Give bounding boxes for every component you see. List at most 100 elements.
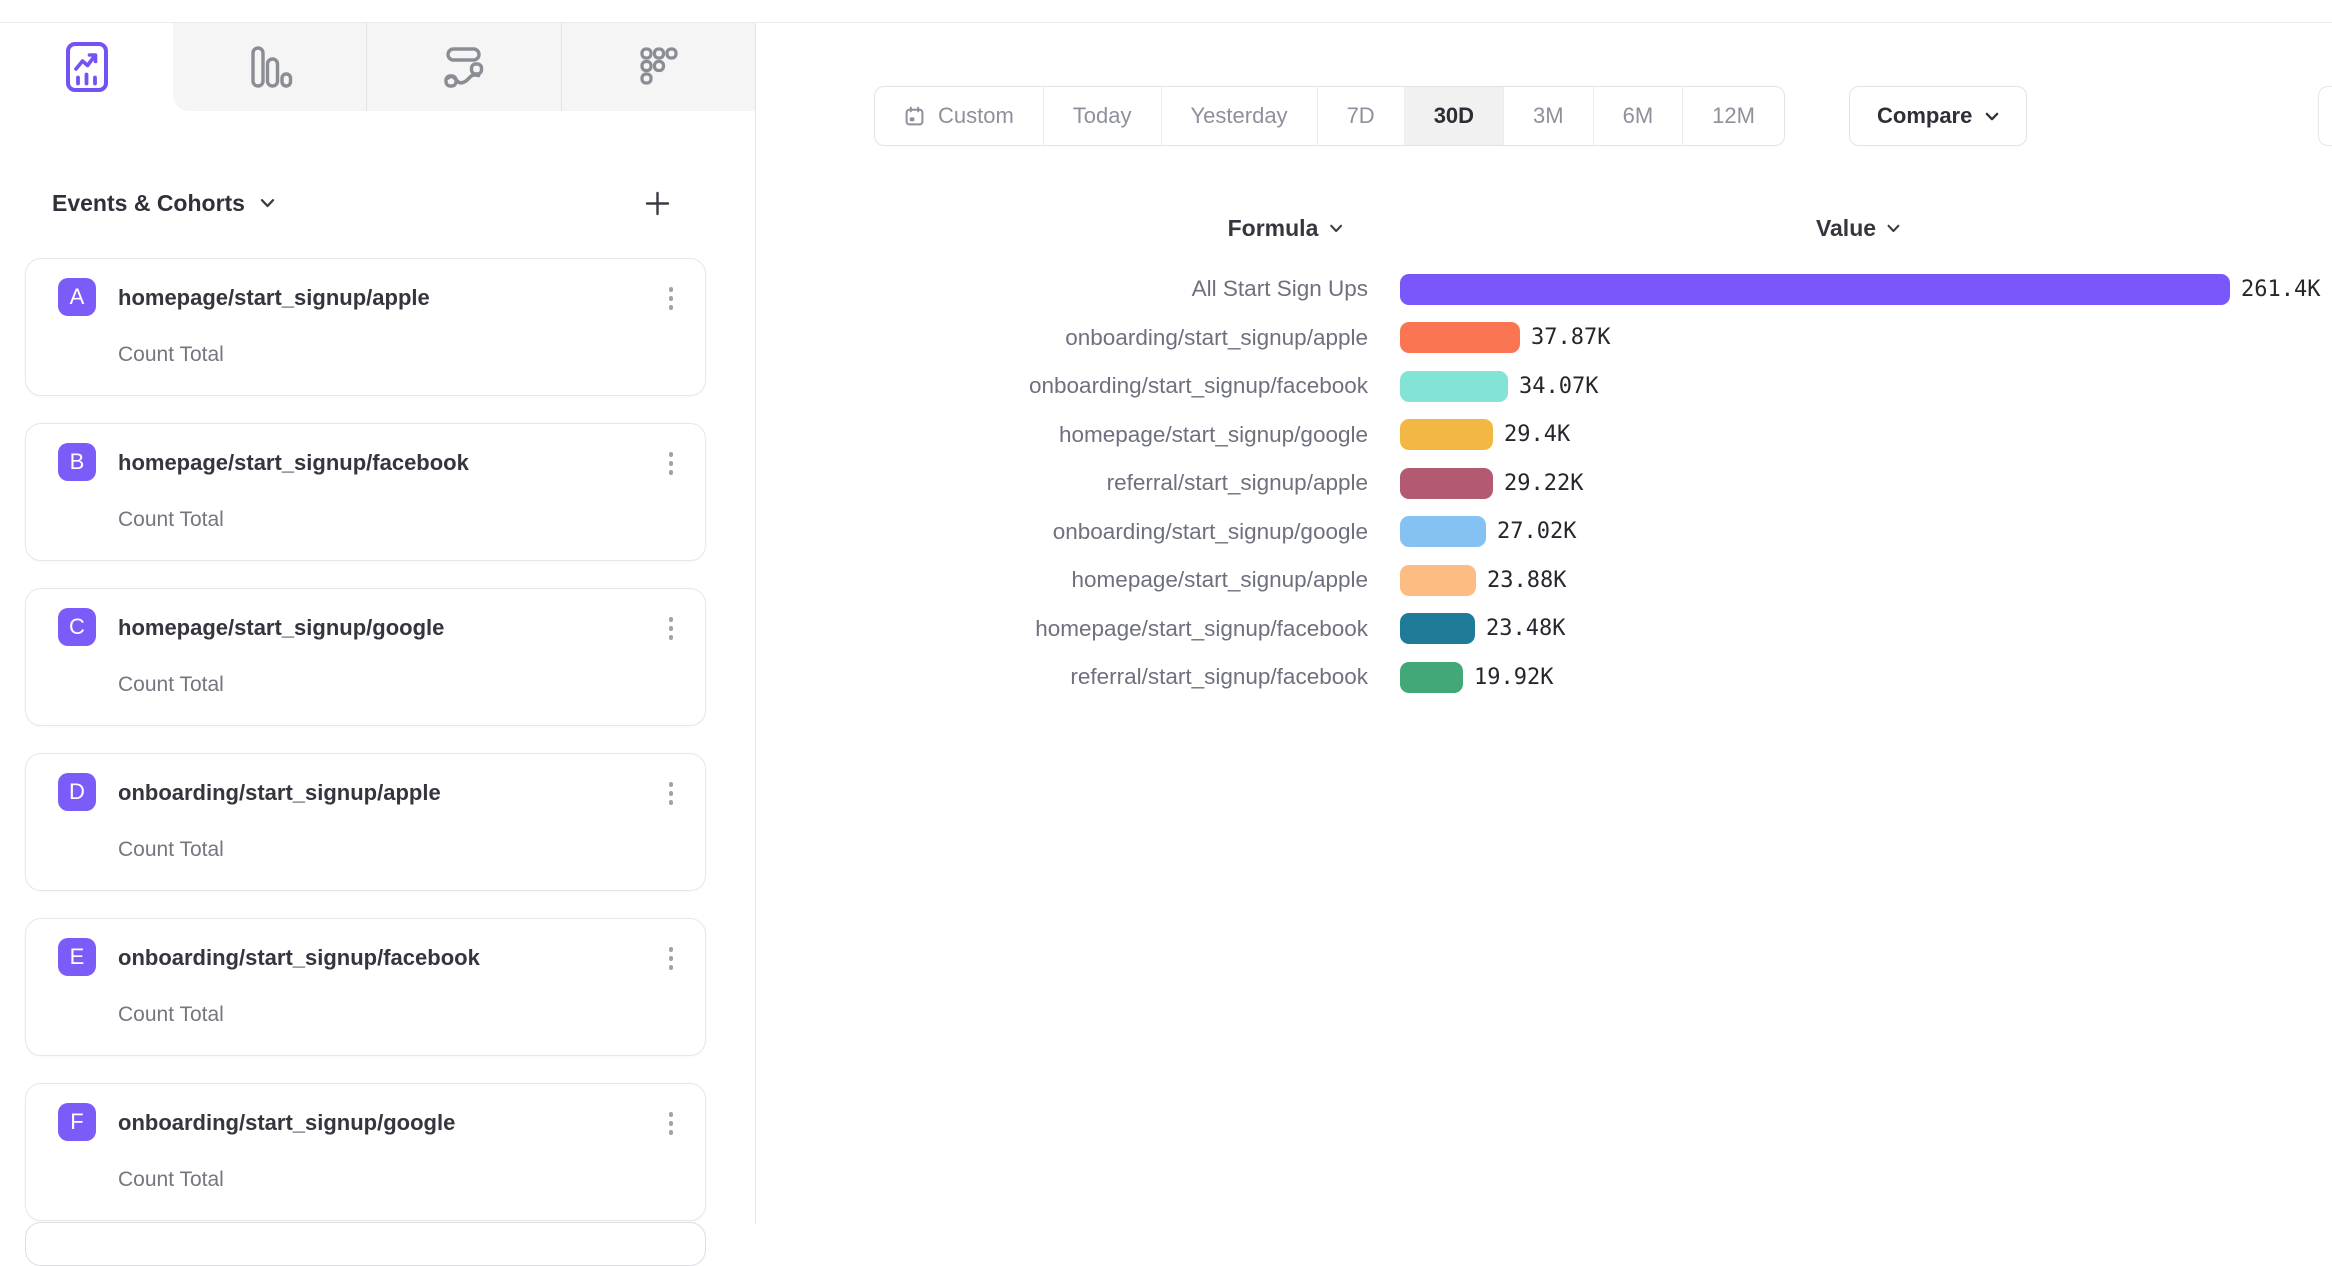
inactive-tabs-strip	[173, 23, 755, 111]
chart-row-label: homepage/start_signup/apple	[1071, 567, 1368, 593]
event-metric: Count Total	[118, 343, 224, 366]
event-options-menu-icon[interactable]	[663, 941, 680, 976]
date-range-6m[interactable]: 6M	[1592, 87, 1683, 145]
event-options-menu-icon[interactable]	[663, 446, 680, 481]
event-letter-badge: C	[58, 608, 96, 646]
chart-bar-value: 19.92K	[1474, 664, 1554, 690]
event-name: onboarding/start_signup/google	[118, 1110, 456, 1135]
chart-bar-value: 27.02K	[1497, 519, 1577, 545]
value-column-header[interactable]: Value	[1816, 215, 1900, 242]
partial-button-right[interactable]	[2318, 86, 2332, 146]
chart-row-label: onboarding/start_signup/apple	[1065, 324, 1368, 350]
chart-bar[interactable]	[1400, 661, 1463, 693]
event-name: homepage/start_signup/google	[118, 615, 445, 640]
event-card-partial[interactable]	[25, 1222, 706, 1266]
chart-bar[interactable]	[1400, 419, 1493, 451]
tab-flows[interactable]	[366, 23, 560, 111]
report-type-tabs	[0, 23, 755, 111]
add-event-button[interactable]	[640, 186, 675, 221]
chart-row: onboarding/start_signup/apple 37.87K	[757, 314, 2332, 363]
date-range-control: Custom Today Yesterday 7D 30D 3M 6M 12M	[874, 86, 1785, 146]
chart-bar[interactable]	[1400, 370, 1508, 402]
chart-row: onboarding/start_signup/facebook 34.07K	[757, 362, 2332, 411]
insights-icon	[64, 41, 110, 93]
bar-chart-icon	[247, 44, 293, 90]
calendar-icon	[904, 106, 925, 127]
chart-row: referral/start_signup/facebook 19.92K	[757, 653, 2332, 702]
event-name: onboarding/start_signup/facebook	[118, 945, 480, 970]
date-range-3m[interactable]: 3M	[1503, 87, 1593, 145]
event-letter-badge: D	[58, 773, 96, 811]
event-options-menu-icon[interactable]	[663, 611, 680, 646]
compare-label: Compare	[1877, 103, 1973, 128]
tab-retention[interactable]	[560, 23, 755, 111]
event-letter-badge: B	[58, 443, 96, 481]
date-range-12m[interactable]: 12M	[1682, 87, 1784, 145]
date-range-today[interactable]: Today	[1042, 87, 1161, 145]
date-range-label: 12M	[1712, 103, 1755, 128]
date-range-label: Custom	[938, 103, 1014, 128]
event-name: onboarding/start_signup/apple	[118, 780, 441, 805]
event-options-menu-icon[interactable]	[663, 281, 680, 316]
event-metric: Count Total	[118, 1168, 224, 1191]
formula-column-header[interactable]: Formula	[1228, 215, 1343, 242]
date-range-label: 3M	[1533, 103, 1564, 128]
top-bar	[0, 0, 2332, 23]
event-letter-badge: A	[58, 278, 96, 316]
events-cohorts-dropdown[interactable]: Events & Cohorts	[52, 190, 275, 217]
chevron-down-icon	[1329, 224, 1342, 233]
chart-row: homepage/start_signup/google 29.4K	[757, 411, 2332, 460]
event-options-menu-icon[interactable]	[663, 776, 680, 811]
chart-bar[interactable]	[1400, 273, 2230, 305]
event-metric: Count Total	[118, 1003, 224, 1026]
chart-row-label: homepage/start_signup/google	[1059, 421, 1368, 447]
event-metric: Count Total	[118, 838, 224, 861]
chart-row: homepage/start_signup/apple 23.88K	[757, 556, 2332, 605]
value-header-label: Value	[1815, 215, 1877, 241]
date-range-yesterday[interactable]: Yesterday	[1160, 87, 1317, 145]
date-range-7d[interactable]: 7D	[1316, 87, 1404, 145]
formula-header-label: Formula	[1227, 215, 1319, 241]
tab-bar-report[interactable]	[173, 23, 366, 111]
date-range-custom[interactable]: Custom	[875, 87, 1043, 145]
chart-bar-value: 37.87K	[1531, 325, 1611, 351]
chart-row-label: onboarding/start_signup/google	[1052, 518, 1368, 544]
event-options-menu-icon[interactable]	[663, 1106, 680, 1141]
chart-bar[interactable]	[1400, 322, 1520, 354]
date-range-label: Today	[1072, 103, 1132, 128]
chart-bar-value: 23.88K	[1487, 567, 1567, 593]
event-letter-badge: F	[58, 1103, 96, 1141]
chart-bar-value: 23.48K	[1486, 616, 1566, 642]
chart-row-label: All Start Sign Ups	[1191, 276, 1368, 302]
chart-row: All Start Sign Ups 261.4K	[757, 265, 2332, 314]
event-name: homepage/start_signup/apple	[118, 285, 430, 310]
sidebar-header: Events & Cohorts	[52, 179, 675, 227]
chart-row-label: referral/start_signup/apple	[1106, 470, 1368, 496]
chart-row-label: referral/start_signup/facebook	[1070, 664, 1368, 690]
chart-bar[interactable]	[1400, 516, 1486, 548]
chart-row: referral/start_signup/apple 29.22K	[757, 459, 2332, 508]
compare-button[interactable]: Compare	[1849, 86, 2028, 146]
plus-icon	[644, 190, 671, 217]
event-metric: Count Total	[118, 508, 224, 531]
chart-bar[interactable]	[1400, 613, 1475, 645]
chart-bar[interactable]	[1400, 564, 1476, 596]
chevron-down-icon	[260, 198, 275, 208]
retention-icon	[635, 44, 681, 90]
chart-bar[interactable]	[1400, 467, 1493, 499]
date-range-label: 6M	[1622, 103, 1654, 128]
chevron-down-icon	[1887, 224, 1900, 233]
date-range-label: 7D	[1346, 103, 1375, 128]
chart-row-label: onboarding/start_signup/facebook	[1029, 373, 1368, 399]
tab-insights[interactable]	[0, 23, 173, 111]
chart-bar-value: 29.4K	[1504, 422, 1571, 448]
date-range-30d[interactable]: 30D	[1403, 87, 1504, 145]
